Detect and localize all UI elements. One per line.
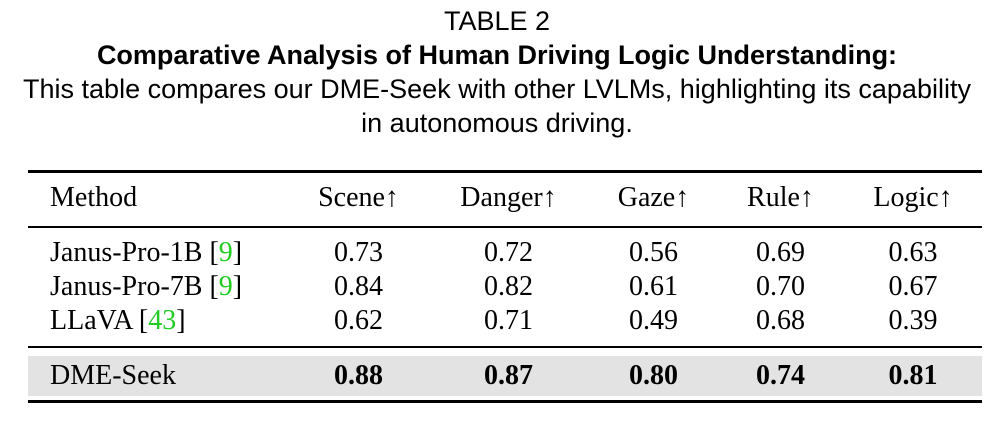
danger-cell: 0.72 — [484, 237, 533, 268]
table-label: TABLE 2 — [443, 6, 551, 36]
comparison-table: Method Scene↑ Danger↑ Gaze↑ Rule↑ Logic↑… — [28, 170, 982, 396]
table-row: LLaVA [43] 0.62 0.71 0.49 0.68 0.39 — [28, 304, 982, 338]
rule-cell: 0.68 — [756, 305, 805, 336]
header-row: Method Scene↑ Danger↑ Gaze↑ Rule↑ Logic↑ — [28, 170, 982, 226]
body-rule — [28, 346, 982, 348]
gaze-cell: 0.80 — [629, 360, 678, 391]
header-method: Method — [50, 182, 138, 213]
citation-link[interactable]: 43 — [148, 305, 177, 336]
highlight-row: DME-Seek 0.88 0.87 0.80 0.74 0.81 — [28, 356, 982, 396]
logic-cell: 0.81 — [888, 360, 938, 391]
gaze-cell: 0.49 — [629, 305, 678, 336]
scene-cell: 0.73 — [334, 237, 383, 268]
logic-cell: 0.67 — [888, 271, 938, 302]
rule-cell: 0.69 — [756, 237, 805, 268]
table-title: Comparative Analysis of Human Driving Lo… — [96, 40, 898, 70]
method-name: Janus-Pro-1B — [50, 237, 203, 268]
logic-cell: 0.39 — [888, 305, 938, 336]
table-row: Janus-Pro-1B [9] 0.73 0.72 0.56 0.69 0.6… — [28, 236, 982, 270]
danger-cell: 0.71 — [484, 305, 533, 336]
header-rule — [28, 226, 982, 228]
method-cell: DME-Seek — [50, 360, 176, 391]
header-scene: Scene↑ — [318, 182, 399, 213]
method-name: LLaVA — [50, 305, 132, 336]
bottom-rule — [28, 400, 982, 403]
method-cell: Janus-Pro-1B [9] — [50, 237, 243, 268]
table-description: This table compares our DME-Seek with ot… — [23, 74, 971, 138]
scene-cell: 0.62 — [334, 305, 383, 336]
danger-cell: 0.87 — [484, 360, 533, 391]
gaze-cell: 0.61 — [629, 271, 678, 302]
logic-cell: 0.63 — [888, 237, 938, 268]
header-rule: Rule↑ — [747, 182, 814, 213]
table-row: Janus-Pro-7B [9] 0.84 0.82 0.61 0.70 0.6… — [28, 270, 982, 304]
rule-cell: 0.70 — [756, 271, 805, 302]
header-gaze: Gaze↑ — [617, 182, 690, 213]
method-name: Janus-Pro-7B — [50, 271, 203, 302]
method-cell: LLaVA [43] — [50, 305, 186, 336]
table-caption: TABLE 2 Comparative Analysis of Human Dr… — [0, 4, 994, 140]
danger-cell: 0.82 — [484, 271, 533, 302]
scene-cell: 0.88 — [334, 360, 383, 391]
citation-link[interactable]: 9 — [218, 237, 233, 268]
gaze-cell: 0.56 — [629, 237, 678, 268]
rule-cell: 0.74 — [756, 360, 805, 391]
header-logic: Logic↑ — [873, 182, 953, 213]
header-danger: Danger↑ — [460, 182, 557, 213]
scene-cell: 0.84 — [334, 271, 383, 302]
citation-link[interactable]: 9 — [218, 271, 233, 302]
method-cell: Janus-Pro-7B [9] — [50, 271, 243, 302]
top-rule — [28, 170, 982, 173]
